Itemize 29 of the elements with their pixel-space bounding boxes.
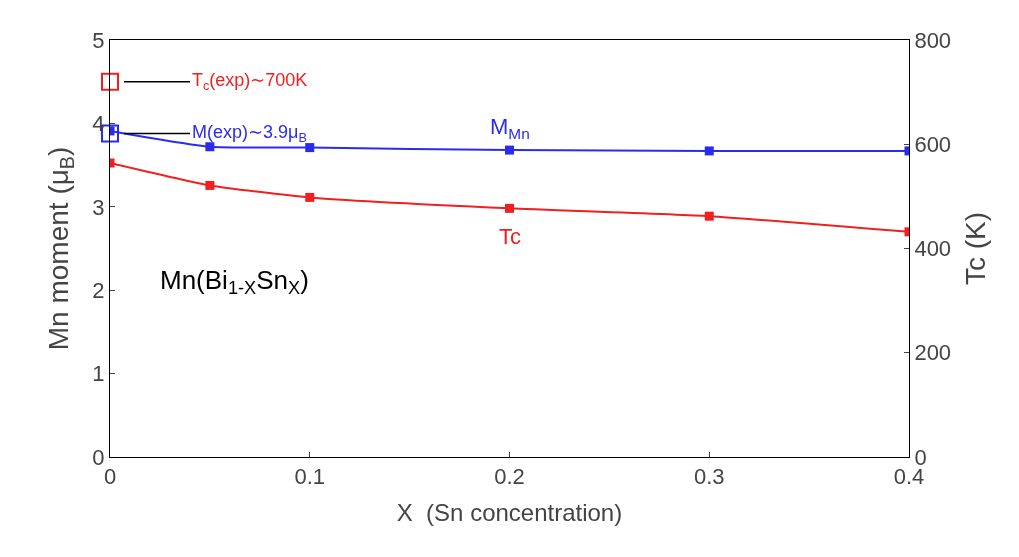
annotation: T$_{c}$(exp)∼700K (192, 70, 308, 93)
point (505, 203, 514, 213)
y2-axis-title: Tc (K) (960, 211, 992, 286)
x-tick-label: 0.1 (294, 464, 326, 490)
y-tick-label: 2 (92, 277, 105, 303)
y-tick-label: 0 (92, 444, 105, 470)
point (205, 180, 215, 190)
point (101, 72, 119, 91)
y-tick-label: 1 (92, 361, 105, 387)
y-tick-label: 5 (92, 27, 105, 53)
point (305, 192, 315, 202)
y-tick-label: 3 (92, 194, 105, 220)
point (505, 145, 514, 155)
point (205, 142, 215, 152)
x-axis-title: X (Sn concentration) (396, 498, 623, 526)
y2-tick-label: 600 (914, 131, 952, 157)
series-label: M$_{Mn}$ (490, 114, 530, 142)
x-tick-label: 0.3 (693, 464, 725, 490)
y-tick-label: 4 (92, 111, 105, 137)
point (704, 146, 714, 156)
y2-tick-label: 400 (914, 236, 952, 262)
annotation: M(exp)∼3.9μ$_{B}$ (192, 122, 307, 145)
series-label: Tc (499, 224, 521, 249)
point (704, 211, 714, 221)
annotation: Mn(Bi$_{1-X}$Sn$_{X}$) (160, 265, 309, 299)
y2-tick-label: 800 (914, 27, 952, 53)
x-tick-label: 0.2 (494, 464, 525, 490)
point (305, 143, 315, 153)
y2-tick-label: 200 (914, 340, 952, 366)
